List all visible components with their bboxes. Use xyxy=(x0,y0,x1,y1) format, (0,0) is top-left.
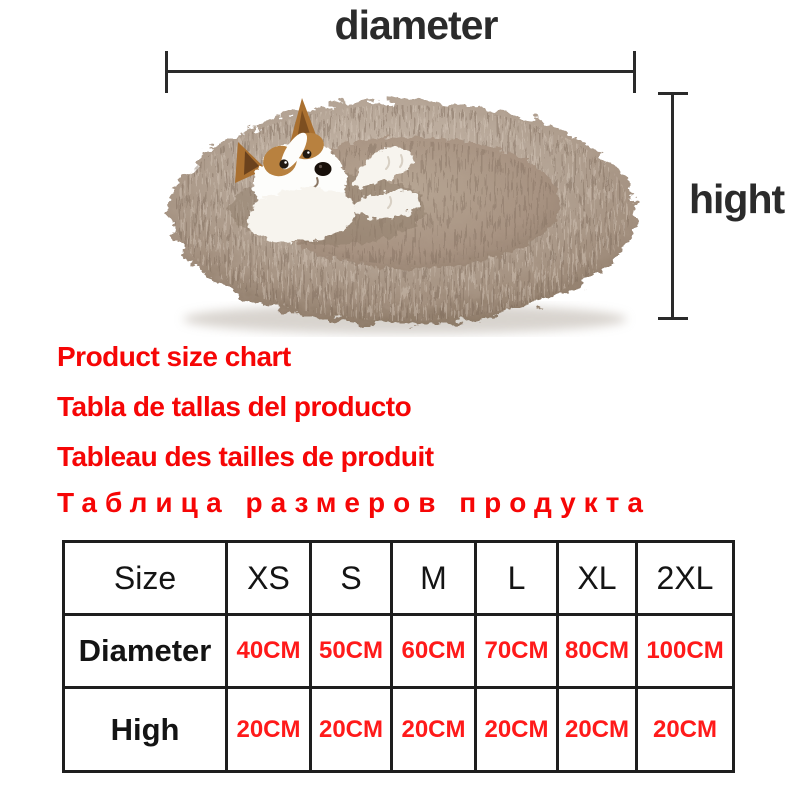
dog-eye-left-glint xyxy=(284,161,287,164)
table-header-row: Size XS S M L XL 2XL xyxy=(62,540,735,616)
diameter-value-xl: 80CM xyxy=(556,613,638,689)
header-cell-2xl: 2XL xyxy=(635,540,735,616)
heading-french: Tableau des tailles de produit xyxy=(57,441,434,472)
diameter-value-xs: 40CM xyxy=(225,613,312,689)
high-value-2xl: 20CM xyxy=(635,686,735,773)
high-value-m: 20CM xyxy=(390,686,477,773)
diameter-value-s: 50CM xyxy=(309,613,393,689)
dog-nose xyxy=(314,162,332,176)
diameter-value-m: 60CM xyxy=(390,613,477,689)
row-label-diameter: Diameter xyxy=(62,613,228,689)
size-table: Size XS S M L XL 2XL Diameter 40CM 50CM … xyxy=(62,540,735,773)
high-value-s: 20CM xyxy=(309,686,393,773)
dimension-line-vertical xyxy=(671,92,674,320)
diameter-value-2xl: 100CM xyxy=(635,613,735,689)
pet-bed-photo xyxy=(169,98,635,334)
header-cell-xs: XS xyxy=(225,540,312,616)
dog-eye-right xyxy=(302,149,312,159)
header-cell-l: L xyxy=(474,540,559,616)
dog-eye-left xyxy=(279,159,289,169)
dog-blaze xyxy=(280,132,308,170)
high-value-xl: 20CM xyxy=(556,686,638,773)
header-cell-size: Size xyxy=(62,540,228,616)
header-cell-s: S xyxy=(309,540,393,616)
dog-ear-left xyxy=(235,142,266,183)
corgi-dog xyxy=(230,98,426,245)
dimension-cap-bottom xyxy=(658,317,688,320)
dog-paw-toes xyxy=(385,154,404,209)
dog-eye-right-glint xyxy=(307,151,310,154)
header-cell-m: M xyxy=(390,540,477,616)
height-label: hight xyxy=(689,176,785,222)
row-label-high: High xyxy=(62,686,228,773)
header-cell-xl: XL xyxy=(556,540,638,616)
dimension-tick-right xyxy=(633,51,636,93)
high-value-l: 20CM xyxy=(474,686,559,773)
diameter-label: diameter xyxy=(334,2,499,48)
heading-english: Product size chart xyxy=(57,341,291,372)
diameter-value-l: 70CM xyxy=(474,613,559,689)
dog-nose-glint xyxy=(318,164,323,169)
dog-chest-and-paws xyxy=(247,147,419,243)
high-value-xs: 20CM xyxy=(225,686,312,773)
table-row-high: High 20CM 20CM 20CM 20CM 20CM 20CM xyxy=(62,686,735,773)
heading-russian: Таблица размеров продукта xyxy=(57,487,651,518)
dimension-line-horizontal xyxy=(166,70,635,73)
heading-spanish: Tabla de tallas del producto xyxy=(57,391,412,422)
table-row-diameter: Diameter 40CM 50CM 60CM 70CM 80CM 100CM xyxy=(62,613,735,689)
